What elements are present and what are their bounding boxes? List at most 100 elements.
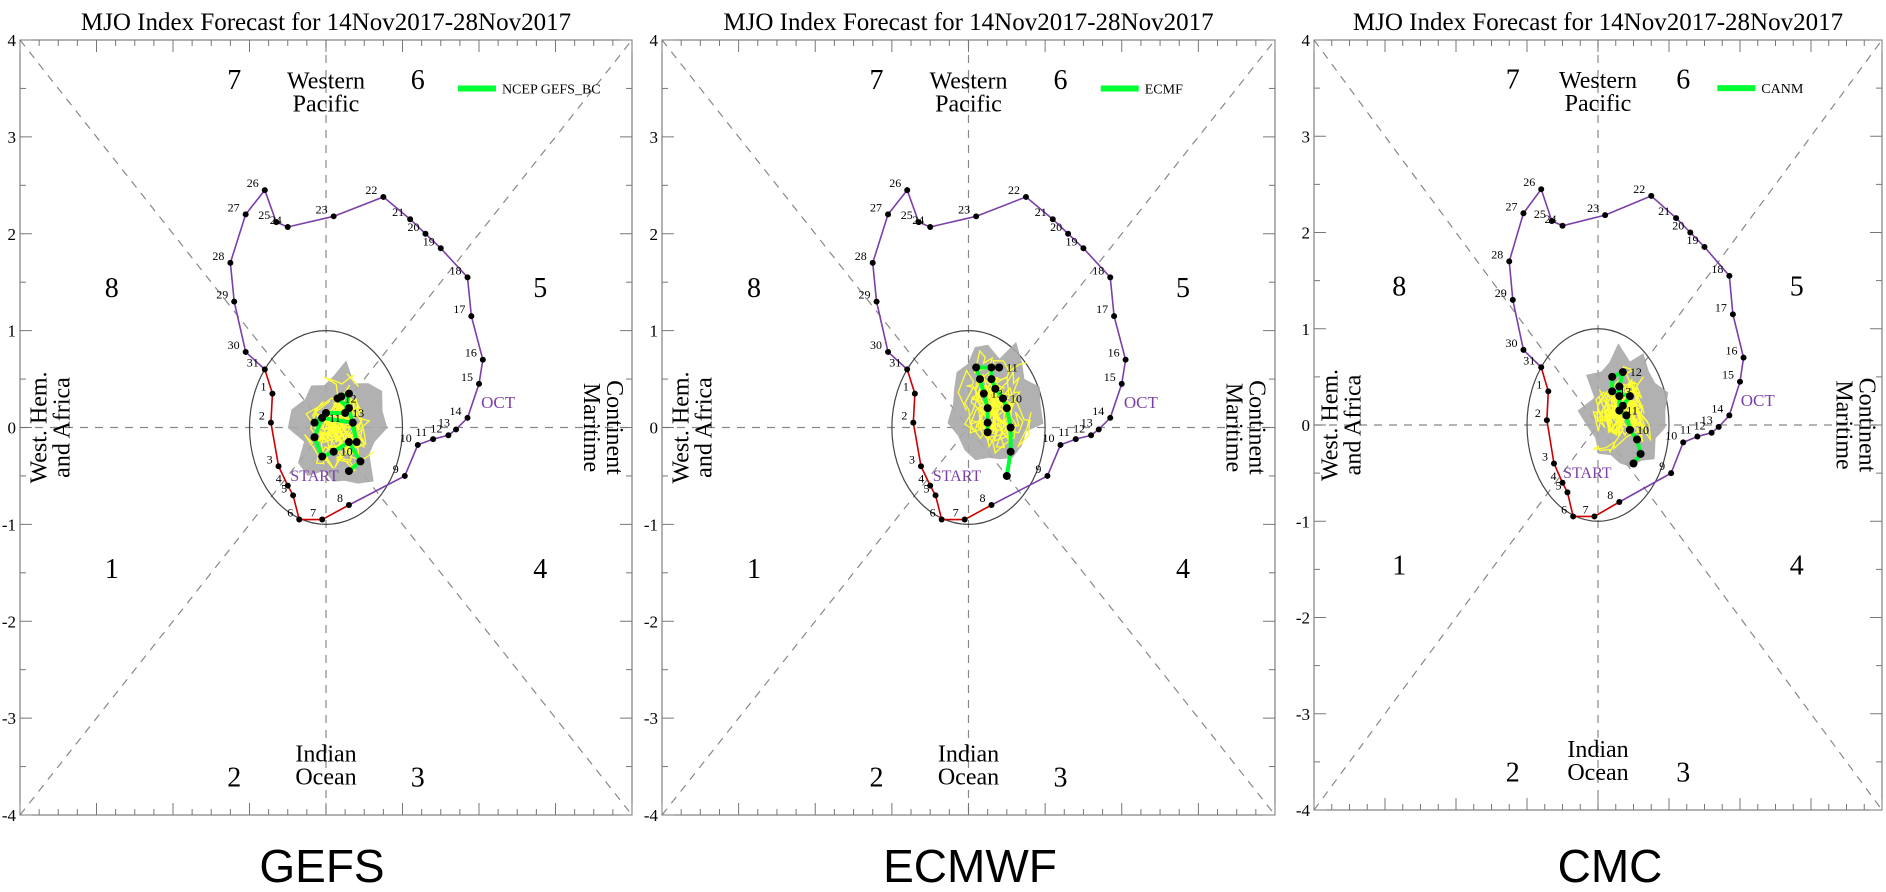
observed-oct-point — [227, 259, 234, 266]
observed-oct-day-label: 25 — [1534, 207, 1546, 221]
observed-nov-day-label: 3 — [1542, 450, 1548, 464]
observed-oct-day-label: 26 — [889, 176, 901, 190]
ensemble-mean-point — [341, 408, 350, 417]
observed-oct-point — [1538, 186, 1545, 193]
observed-oct-point — [1648, 192, 1655, 199]
unit-circle — [891, 330, 1046, 525]
observed-nov-day-label: 6 — [930, 506, 936, 520]
observed-oct-day-label: 22 — [1008, 183, 1020, 197]
observed-nov-point — [345, 502, 352, 508]
observed-forecast-point — [1095, 426, 1102, 433]
ensemble-mean-point — [310, 433, 319, 442]
region-label-top: Western — [929, 68, 1007, 94]
observed-nov-point — [1570, 513, 1577, 520]
observed-oct-day-label: 27 — [1505, 199, 1517, 213]
y-tick-label: 0 — [8, 419, 17, 438]
observed-oct-point — [1548, 217, 1555, 224]
phase-number: 1 — [747, 554, 761, 585]
region-label-left: West. Hem. — [668, 371, 694, 483]
observed-oct-point — [1729, 311, 1736, 318]
observed-forecast-day-label: 14 — [1092, 404, 1104, 418]
ensemble-mean-day-label: 12 — [344, 391, 356, 405]
observed-nov-day-label: 7 — [953, 506, 959, 520]
y-tick-label: -3 — [2, 709, 16, 728]
observed-nov-line — [270, 393, 350, 521]
observed-oct-day-label: 25 — [258, 208, 270, 222]
ensemble-mean-point — [356, 457, 365, 466]
ensemble-mean-point — [1615, 382, 1624, 391]
observed-nov-day-label: 2 — [259, 409, 265, 423]
observed-oct-day-label: 27 — [870, 200, 882, 214]
observed-oct-day-label: 20 — [1672, 219, 1684, 233]
observed-oct-day-label: 23 — [958, 202, 970, 216]
observed-oct-day-label: 21 — [1658, 204, 1670, 218]
observed-forecast-day-label: 10 — [1665, 428, 1677, 442]
region-label-left: West. Hem. — [1318, 369, 1344, 481]
ensemble-mean-point — [1622, 411, 1631, 420]
month-label: OCT — [1124, 393, 1159, 412]
observed-forecast-point — [414, 441, 421, 448]
observed-oct-point — [1118, 380, 1125, 387]
mjo-chart-cmc: MJO Index Forecast for 14Nov2017-28Nov20… — [1290, 0, 1886, 879]
observed-nov-day-label: 7 — [1582, 502, 1588, 516]
observed-oct-day-label: 22 — [1633, 182, 1645, 196]
observed-oct-point — [380, 193, 387, 200]
observed-oct-point — [242, 211, 249, 218]
observed-oct-point — [231, 298, 238, 305]
observed-forecast-day-label: 10 — [400, 431, 412, 445]
ensemble-mean-line — [312, 390, 364, 473]
observed-oct-point — [927, 223, 934, 230]
observed-oct-day-label: 17 — [453, 302, 465, 316]
observed-forecast-day-label: 12 — [430, 421, 442, 435]
ensemble-mean-point — [344, 389, 353, 398]
y-tick-label: -2 — [2, 612, 16, 631]
observed-oct-point — [261, 366, 268, 373]
observed-connector — [1109, 383, 1123, 419]
observed-forecast-point — [1708, 429, 1715, 436]
observed-oct-day-label: 16 — [465, 346, 477, 360]
region-label-top: Pacific — [1565, 91, 1632, 117]
start-label: START — [933, 468, 982, 485]
chart-caption: ECMWF — [883, 840, 1057, 892]
phase-number: 8 — [747, 273, 761, 304]
observed-forecast-point — [1107, 414, 1114, 421]
observed-oct-day-label: 19 — [1065, 234, 1077, 248]
ensemble-mean-point — [322, 408, 330, 417]
ensemble-mean-point — [983, 428, 992, 437]
ensemble-mean-point — [987, 375, 996, 384]
observed-forecast-point — [1668, 470, 1675, 477]
observed-oct-point — [1740, 354, 1747, 361]
observed-forecast-day-label: 12 — [1073, 421, 1085, 435]
ensemble-mean-day-label: 10 — [1010, 391, 1022, 405]
observed-connector — [264, 369, 274, 394]
month-label: OCT — [1741, 391, 1776, 410]
observed-oct-point — [904, 366, 911, 373]
observed-nov-day-label: 4 — [276, 472, 282, 486]
chart-title: MJO Index Forecast for 14Nov2017-28Nov20… — [723, 9, 1213, 36]
region-label-bottom: Ocean — [938, 765, 999, 791]
observed-oct-point — [242, 348, 249, 355]
ensemble-mean-point — [979, 389, 988, 398]
observed-oct-point — [1049, 216, 1056, 223]
observed-oct-point — [407, 216, 414, 223]
ensemble-mean-day-label: 10 — [1637, 423, 1649, 437]
observed-oct-day-label: 18 — [1092, 263, 1104, 277]
phase-number: 1 — [105, 554, 119, 585]
region-label-bottom: Indian — [1567, 737, 1628, 763]
observed-oct-day-label: 17 — [1096, 302, 1108, 316]
observed-oct-day-label: 31 — [889, 355, 901, 369]
ensemble-mean-point — [352, 438, 361, 447]
ensemble-mean-point — [318, 452, 327, 461]
mjo-phase-diagram: MJO Index Forecast for 14Nov2017-28Nov20… — [1296, 9, 1883, 820]
region-label-top: Pacific — [935, 91, 1002, 117]
observed-connector — [466, 383, 480, 419]
ensemble-mean-point — [975, 375, 984, 384]
observed-nov-day-label: 4 — [1551, 469, 1557, 483]
phase-number: 4 — [533, 554, 547, 585]
ensemble-mean-point — [310, 418, 319, 427]
unit-circle — [1526, 328, 1670, 522]
y-tick-label: -3 — [1296, 705, 1310, 724]
ensemble-mean-point — [1002, 471, 1011, 480]
region-label-left: West. Hem. — [26, 371, 52, 483]
ensemble-mean-point — [337, 392, 346, 401]
